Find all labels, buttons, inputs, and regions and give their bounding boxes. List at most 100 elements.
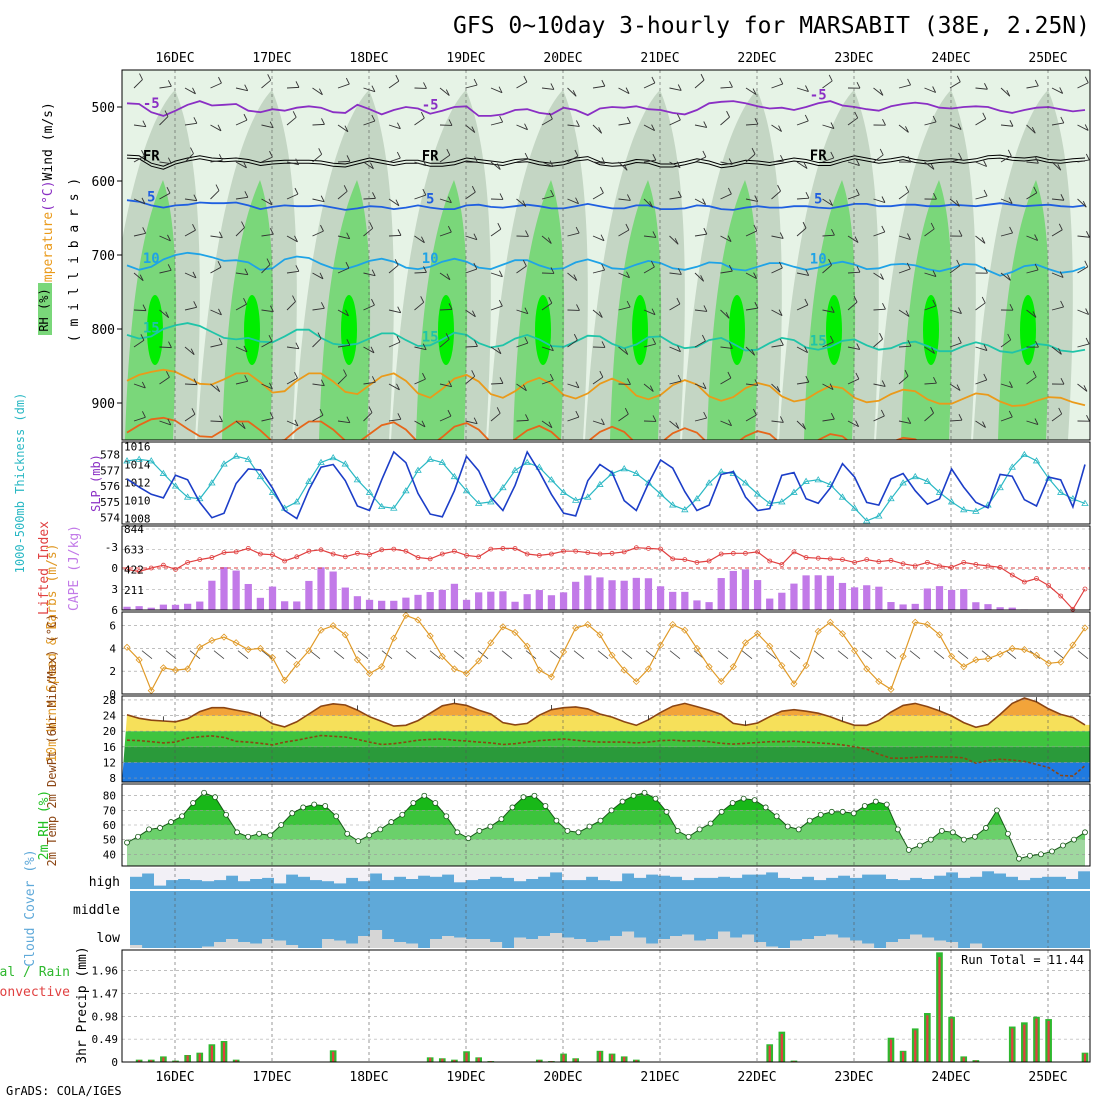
cape-bar [839, 583, 846, 610]
cloud-high-bar [742, 868, 754, 875]
rh2m-point [653, 796, 658, 801]
rh2m-point [180, 814, 185, 819]
rh2m-point [730, 801, 735, 806]
cloud-high-bar [202, 868, 214, 881]
rh2m-point [1005, 831, 1010, 836]
cloud-low-bar [526, 939, 538, 948]
chart-title: GFS 0~10day 3-hourly for MARSABIT (38E, … [453, 13, 1090, 39]
temp-tick-label: 16 [103, 741, 116, 754]
precip-convective-bar [211, 1046, 213, 1062]
cape-bar [827, 576, 834, 610]
rh2m-point [598, 818, 603, 823]
cloud-low-bar [694, 941, 706, 949]
rh2m-point [1071, 837, 1076, 842]
rh2m-point [301, 805, 306, 810]
cloud-high-bar [862, 868, 874, 875]
precip-convective-bar [963, 1057, 965, 1062]
wind-barb [389, 235, 401, 236]
cloud-high-bar [1066, 868, 1078, 879]
cape-bar [439, 590, 446, 610]
lifted-tick-label: 0 [111, 562, 118, 575]
cloud-low-bar [838, 938, 850, 949]
cloud-high-bar [526, 868, 538, 879]
cape-bar [681, 592, 688, 610]
cloud-high-bar [490, 868, 502, 877]
cloud-high-bar [646, 868, 658, 875]
precip-convective-bar [332, 1052, 334, 1062]
cape-bar [220, 567, 227, 610]
cloud-low-bar [742, 935, 754, 949]
lifted-tick-label: 6 [111, 604, 118, 617]
cloud-high-bar [814, 868, 826, 880]
precip-convective-bar [1084, 1054, 1086, 1062]
temp-tick-label: 28 [103, 694, 116, 707]
cloud-high-bar [874, 868, 886, 875]
isotherm-label: 5 [814, 192, 822, 208]
cape-bar [451, 584, 458, 610]
thickness-axis-label: 1000-500mb Thickness (dm) [13, 393, 27, 574]
cloud-low-bar [586, 942, 598, 948]
cape-bar [208, 581, 215, 610]
rh-plume-bright [1020, 295, 1036, 365]
cape-bar [390, 601, 397, 610]
cape-bar [875, 587, 882, 610]
rh2m-point [631, 793, 636, 798]
rh2m-point [1027, 853, 1032, 858]
rh2m-point [543, 803, 548, 808]
date-label-bottom: 25DEC [1028, 1070, 1067, 1085]
wind-barb [313, 124, 325, 125]
cloud-high-bar [358, 868, 370, 881]
cloud-high-bar [406, 868, 418, 879]
precip-convective-bar [611, 1055, 613, 1062]
cape-bar [281, 601, 288, 610]
cape-bar [317, 567, 324, 610]
cloud-low-bar [670, 936, 682, 948]
cloud-low-bar [886, 942, 898, 948]
rh2m-point [884, 802, 889, 807]
cloud-high-bar [346, 868, 358, 878]
rh2m-point [510, 805, 515, 810]
rh2m-point [378, 827, 383, 832]
rh2m-point [1016, 856, 1021, 861]
rh2m-point [774, 814, 779, 819]
cloud-low-bar [646, 944, 658, 949]
cape-bar [693, 600, 700, 610]
cloud-high-bar [718, 868, 730, 877]
wind-barb [364, 198, 376, 199]
cape-bar [887, 602, 894, 610]
isotherm-label: FR [143, 149, 160, 165]
rh2m-point [521, 795, 526, 800]
isotherm-label: 15 [810, 334, 827, 350]
thickness-tick-label: 576 [100, 480, 120, 493]
precip-convective-bar [199, 1054, 201, 1062]
cloud-low-bar [226, 939, 238, 948]
cloud-low-bar [622, 932, 634, 949]
isotherm-label: 15 [143, 320, 160, 336]
cloud-high-bar [838, 868, 850, 876]
cloud-high-bar [1018, 868, 1030, 880]
cloud-high-bar [634, 868, 646, 878]
wind-barb [415, 272, 427, 273]
cape-bar [233, 571, 240, 610]
cloud-high-bar [178, 868, 190, 879]
cloud-low-bar [574, 939, 586, 948]
cape-bar [948, 590, 955, 610]
cloud-high-bar [1078, 868, 1090, 871]
rh2m-point [873, 799, 878, 804]
rh2m-point [334, 814, 339, 819]
rh2m-axis-label: 2m RH (%) [37, 790, 52, 860]
run-total-annotation: Run Total = 11.44 [961, 953, 1084, 967]
rh-tick-label: 60 [103, 819, 116, 832]
cape-bar [669, 592, 676, 610]
rh2m-point [587, 824, 592, 829]
precip-convective-bar [1011, 1028, 1013, 1062]
rh2m-point [829, 809, 834, 814]
wind-barb [440, 309, 452, 310]
cloud-high-bar [994, 868, 1006, 874]
cloud-low-bar [946, 942, 958, 948]
cloud-low-bar [466, 939, 478, 948]
rh-plume-bright [826, 295, 842, 365]
date-label-top: 24DEC [931, 51, 970, 66]
wind-barb [491, 383, 503, 384]
